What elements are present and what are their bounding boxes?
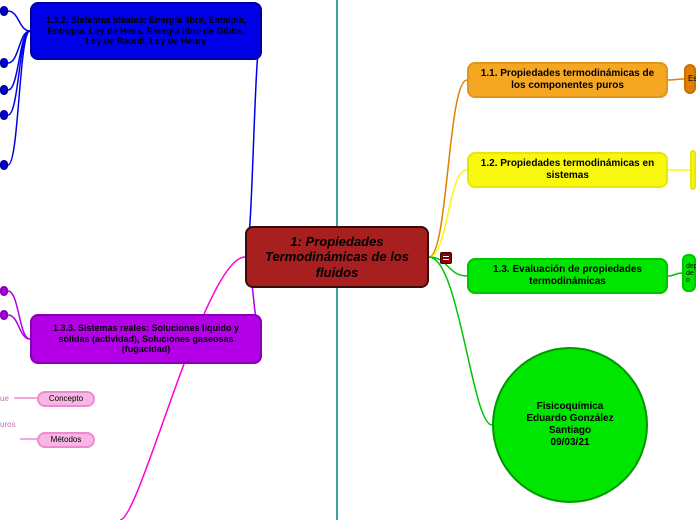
left-stub-0 (0, 6, 8, 16)
left-stub-6 (0, 310, 8, 320)
branch-1-3-3[interactable]: 1.3.3. Sistemas reales: Soluciones líqui… (30, 314, 262, 364)
branch-1-3-3-label: 1.3.3. Sistemas reales: Soluciones líqui… (42, 323, 250, 355)
pink-concepto[interactable]: Concepto (37, 391, 95, 407)
branch-1-1[interactable]: 1.1. Propiedades termodinámicas de los c… (467, 62, 668, 98)
branch-1-3-2-label: 1.3.2. Sistemas ideales: Energía libre, … (42, 15, 250, 47)
branch-1-3-2[interactable]: 1.3.2. Sistemas ideales: Energía libre, … (30, 2, 262, 60)
pink-text-1: uros (0, 420, 16, 429)
pink-text-0: ue (0, 394, 9, 403)
branch-1-1-label: 1.1. Propiedades termodinámicas de los c… (479, 68, 656, 92)
branch-1-3-label: 1.3. Evaluación de propiedades termodiná… (479, 264, 656, 288)
left-stub-2 (0, 85, 8, 95)
branch-1-3[interactable]: 1.3. Evaluación de propiedades termodiná… (467, 258, 668, 294)
branch-1-2-label: 1.2. Propiedades termodinámicas en siste… (479, 158, 656, 182)
central-label: 1: Propiedades Termodinámicas de los flu… (257, 234, 417, 281)
circle-line-2: Eduardo González Santiago (504, 413, 636, 437)
note-icon[interactable] (440, 252, 452, 264)
right-stub-1 (690, 150, 696, 190)
circle-line-3: 09/03/21 (551, 437, 590, 449)
info-circle[interactable]: Fisicoquímica Eduardo González Santiago … (492, 347, 648, 503)
pink-metodos-label: Métodos (51, 435, 82, 445)
left-stub-3 (0, 110, 8, 120)
branch-1-2[interactable]: 1.2. Propiedades termodinámicas en siste… (467, 152, 668, 188)
left-stub-5 (0, 286, 8, 296)
mindmap-canvas: 1: Propiedades Termodinámicas de los flu… (0, 0, 696, 520)
circle-line-1: Fisicoquímica (537, 401, 604, 413)
right-stub-0: Es (684, 64, 696, 94)
left-stub-1 (0, 58, 8, 68)
central-node[interactable]: 1: Propiedades Termodinámicas de los flu… (245, 226, 429, 288)
pink-concepto-label: Concepto (49, 394, 83, 404)
pink-metodos[interactable]: Métodos (37, 432, 95, 448)
right-stub-2: dep de o (682, 254, 696, 292)
left-stub-4 (0, 160, 8, 170)
